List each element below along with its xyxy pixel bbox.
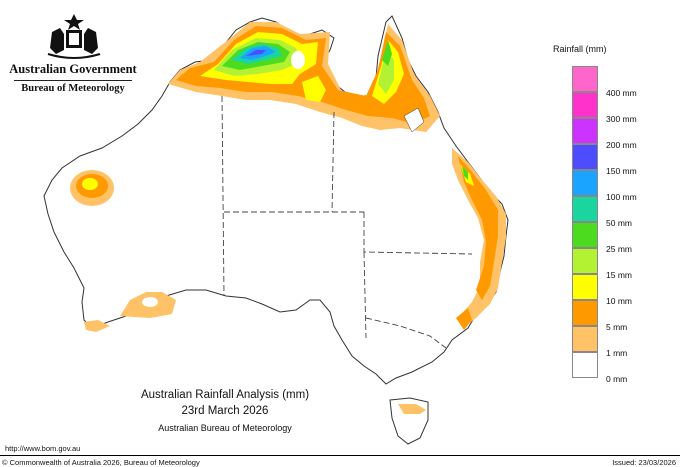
legend-label: 25 mm: [606, 244, 632, 254]
border-sa-vic: [363, 251, 367, 339]
legend-swatch: [572, 300, 598, 326]
rain-spot-wa-10mm: [82, 178, 98, 190]
bureau-name: Bureau of Meteorology: [21, 83, 125, 94]
bom-website-link[interactable]: http://www.bom.gov.au: [5, 444, 81, 453]
legend-swatch: [572, 66, 598, 92]
legend-swatch: [572, 326, 598, 352]
coat-of-arms-icon: [47, 14, 101, 59]
legend-label: 50 mm: [606, 218, 632, 228]
rain-band-150mm-north: [246, 50, 266, 56]
government-name: Australian Government: [9, 62, 137, 76]
logo-divider: [14, 80, 132, 81]
legend-label: 15 mm: [606, 270, 632, 280]
rainfall-legend: 400 mm 300 mm 200 mm 150 mm 100 mm 50 mm 25 mm…: [572, 66, 662, 386]
rain-band-1mm-southwest: [84, 320, 110, 332]
rain-band-25mm-east: [462, 166, 468, 180]
dry-patch-qld: [403, 107, 425, 133]
border-nsw-vic: [365, 317, 447, 349]
legend-swatch: [572, 144, 598, 170]
legend-swatch: [572, 222, 598, 248]
legend-label: 300 mm: [606, 114, 637, 124]
border-nt-qld: [331, 111, 335, 213]
map-date: 23rd March 2026: [181, 405, 269, 417]
legend-swatch: [572, 170, 598, 196]
legend-label: 100 mm: [606, 192, 637, 202]
legend-label: 0 mm: [606, 374, 628, 384]
rain-band-10mm-gulf: [302, 76, 326, 102]
map-title: Australian Rainfall Analysis (mm): [140, 389, 310, 401]
legend-label: 1 mm: [606, 348, 628, 358]
rain-band-1mm-southeast: [456, 308, 472, 330]
government-logo: Australian Government Bureau of Meteorol…: [8, 10, 138, 94]
legend-label: 5 mm: [606, 322, 628, 332]
rain-band-15mm-cape: [378, 50, 394, 94]
border-wa: [221, 95, 225, 297]
legend-label: 400 mm: [606, 88, 637, 98]
rain-band-5mm-east: [458, 156, 498, 300]
legend-label: 10 mm: [606, 296, 632, 306]
issued-date: Issued: 23/03/2026: [612, 458, 676, 467]
rain-band-tasmania: [398, 404, 426, 414]
legend-label: 150 mm: [606, 166, 637, 176]
dry-patch-arnhem: [291, 51, 305, 69]
legend-swatch: [572, 196, 598, 222]
legend-swatch: [572, 352, 598, 378]
rain-band-1mm-east: [452, 148, 506, 326]
legend-swatch: [572, 92, 598, 118]
legend-swatch: [572, 118, 598, 144]
legend-swatch: [572, 248, 598, 274]
rain-band-25mm-cape: [382, 40, 392, 66]
legend-label: 200 mm: [606, 140, 637, 150]
legend-title: Rainfall (mm): [553, 44, 607, 54]
map-source: Australian Bureau of Meteorology: [158, 423, 292, 433]
legend-swatch: [572, 274, 598, 300]
dry-patch-south: [142, 297, 158, 307]
copyright-notice: © Commonwealth of Australia 2026, Bureau…: [2, 458, 200, 467]
footer-divider: [0, 455, 680, 456]
